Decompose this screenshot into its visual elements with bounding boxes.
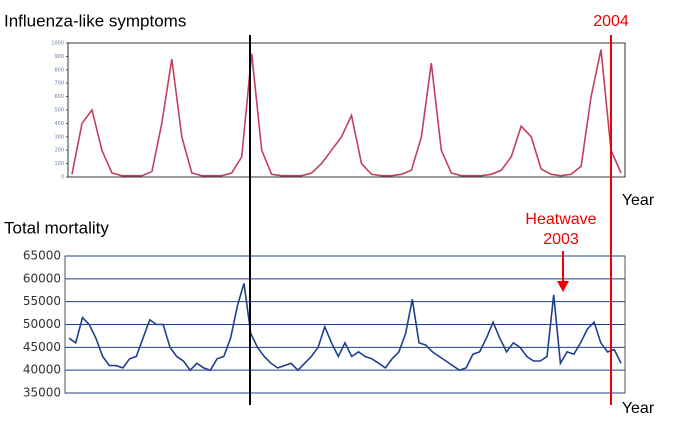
annotation: 2003 xyxy=(543,231,579,248)
y-tick-label: 500 xyxy=(54,108,64,114)
data-line xyxy=(71,49,622,177)
y-tick-label: 40000 xyxy=(23,363,61,377)
y-tick-label: 200 xyxy=(54,148,64,154)
y-tick-label: 100 xyxy=(54,161,64,167)
y-tick-label: 700 xyxy=(54,81,64,87)
y-tick-label: 600 xyxy=(54,94,64,100)
annotation: Year xyxy=(622,192,655,209)
annotation: 2004 xyxy=(593,13,629,30)
y-tick-label: 400 xyxy=(54,121,64,127)
annotation: Heatwave xyxy=(525,211,596,228)
plot-frame xyxy=(67,42,626,178)
chart-title: Total mortality xyxy=(4,218,109,237)
y-tick-label: 800 xyxy=(54,67,64,73)
annotation: Year xyxy=(622,400,655,417)
y-tick-label: 1000 xyxy=(51,41,64,47)
y-tick-label: 65000 xyxy=(23,249,61,263)
y-tick-label: 900 xyxy=(54,54,64,60)
y-tick-label: 45000 xyxy=(23,340,61,354)
y-tick-label: 300 xyxy=(54,134,64,140)
data-line xyxy=(68,283,622,372)
y-tick-label: 0 xyxy=(61,175,64,181)
y-tick-label: 35000 xyxy=(23,386,61,400)
y-tick-label: 55000 xyxy=(23,294,61,308)
arrowhead xyxy=(557,281,569,292)
y-tick-label: 50000 xyxy=(23,317,61,331)
chart-title: Influenza-like symptoms xyxy=(4,11,186,30)
y-tick-label: 60000 xyxy=(23,271,61,285)
